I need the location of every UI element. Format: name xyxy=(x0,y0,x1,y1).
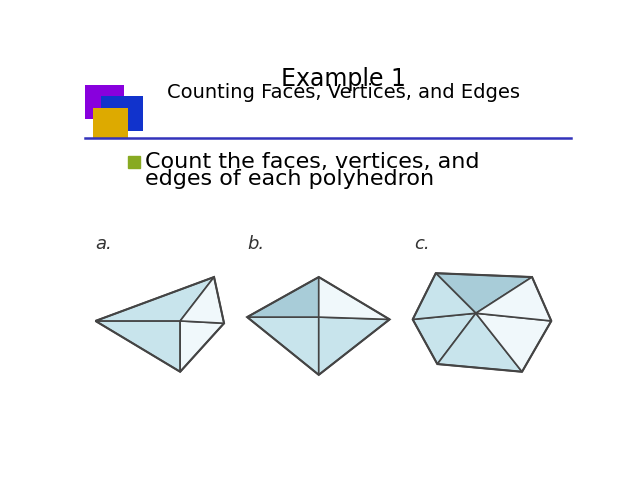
Polygon shape xyxy=(93,108,128,138)
Polygon shape xyxy=(101,96,143,131)
Polygon shape xyxy=(95,277,214,321)
Polygon shape xyxy=(413,313,476,364)
Polygon shape xyxy=(476,277,551,321)
Text: edges of each polyhedron: edges of each polyhedron xyxy=(145,169,434,189)
Polygon shape xyxy=(476,313,551,372)
Polygon shape xyxy=(180,277,224,323)
Polygon shape xyxy=(180,321,224,372)
Text: Counting Faces, Vertices, and Edges: Counting Faces, Vertices, and Edges xyxy=(167,83,520,102)
Polygon shape xyxy=(437,313,522,372)
Text: Count the faces, vertices, and: Count the faces, vertices, and xyxy=(145,152,479,171)
Text: a.: a. xyxy=(95,235,112,252)
Polygon shape xyxy=(247,277,319,317)
Text: b.: b. xyxy=(247,235,264,252)
Polygon shape xyxy=(319,317,390,375)
Text: c.: c. xyxy=(414,235,430,252)
Polygon shape xyxy=(413,273,476,319)
Polygon shape xyxy=(95,321,180,372)
Polygon shape xyxy=(86,84,124,119)
Polygon shape xyxy=(319,277,390,319)
Polygon shape xyxy=(247,317,319,375)
Text: Example 1: Example 1 xyxy=(281,67,406,91)
Polygon shape xyxy=(436,273,532,313)
